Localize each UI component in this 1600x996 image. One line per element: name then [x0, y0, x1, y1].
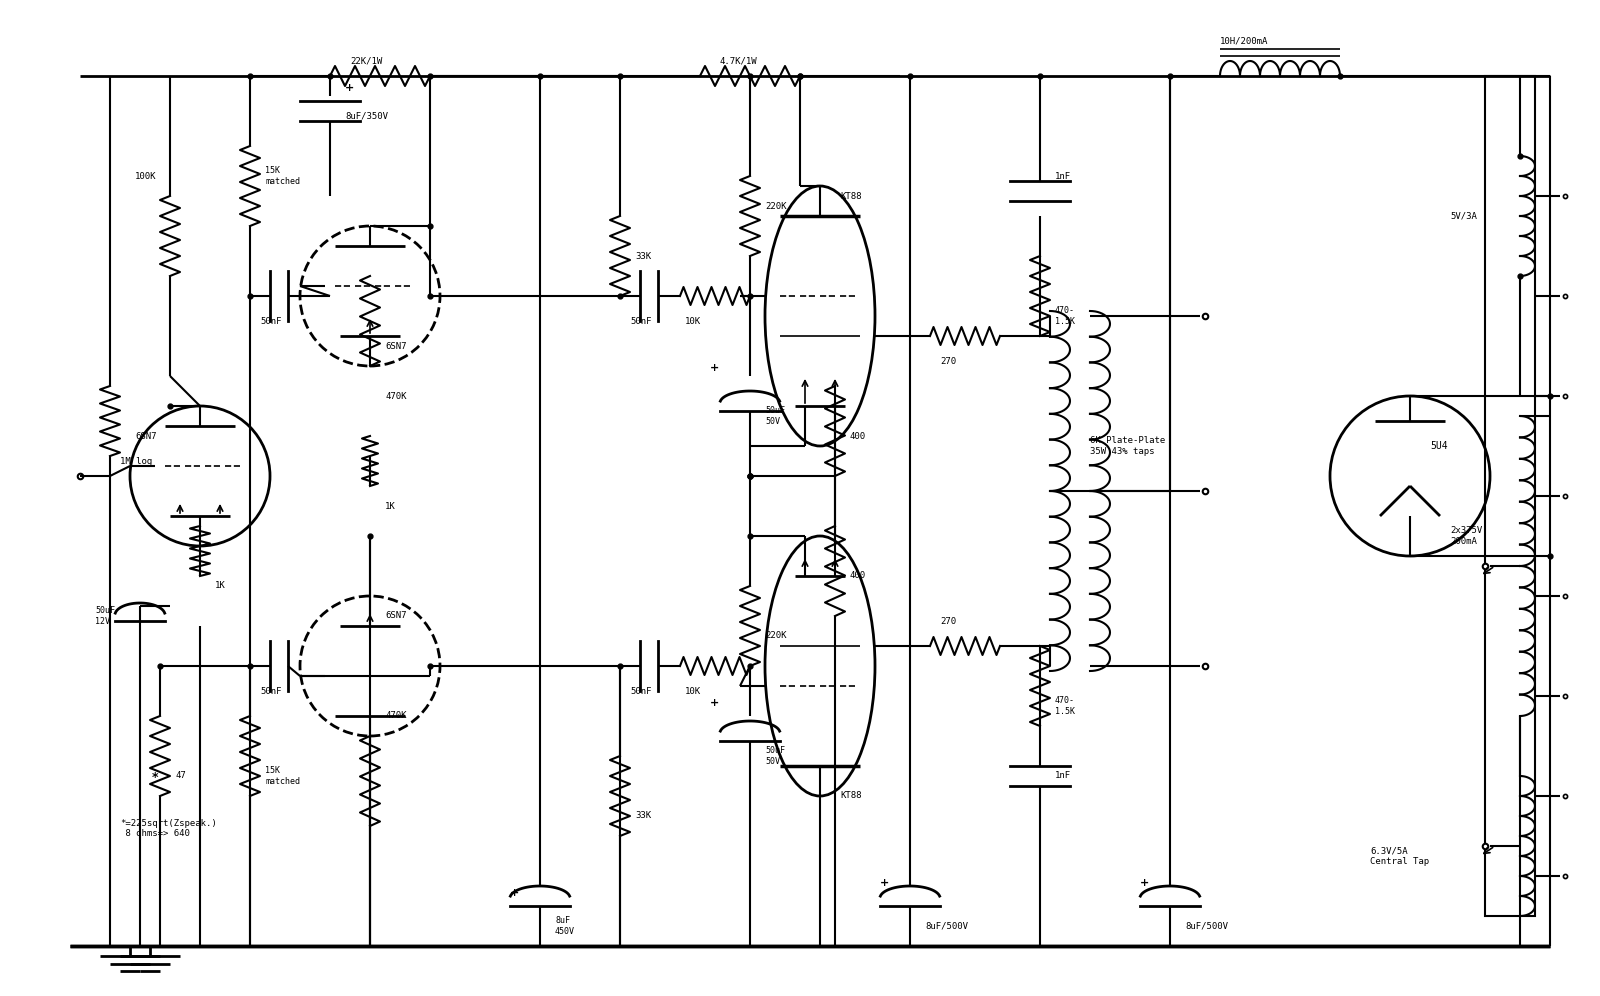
Text: *=225sqrt(Zspeak.)
 8 ohms=> 640: *=225sqrt(Zspeak.) 8 ohms=> 640 [120, 819, 216, 838]
Text: 10K: 10K [685, 686, 701, 695]
Text: 8uF/500V: 8uF/500V [925, 921, 968, 930]
Text: 470K: 470K [386, 711, 406, 720]
Text: 10H/200mA: 10H/200mA [1221, 37, 1269, 46]
Text: 470K: 470K [386, 391, 406, 400]
Text: 400: 400 [850, 431, 866, 440]
Text: 400: 400 [850, 572, 866, 581]
Text: KT88: KT88 [840, 792, 861, 801]
Text: 100K: 100K [134, 171, 157, 180]
Text: 220K: 220K [765, 201, 787, 210]
Text: 50nF: 50nF [259, 686, 282, 695]
Text: 470-
1.5K: 470- 1.5K [1054, 696, 1075, 716]
Text: 50nF: 50nF [630, 317, 651, 326]
Text: 15K
matched: 15K matched [266, 166, 301, 185]
Text: 6SN7: 6SN7 [386, 612, 406, 621]
Text: 1K: 1K [386, 502, 395, 511]
Text: 8uF/350V: 8uF/350V [346, 112, 387, 121]
Text: 1nF: 1nF [1054, 772, 1070, 781]
Text: +: + [710, 363, 720, 373]
Text: 33K: 33K [635, 252, 651, 261]
Text: 50uF
12V: 50uF 12V [94, 607, 115, 625]
Text: 47: 47 [174, 772, 186, 781]
Text: +: + [1139, 878, 1149, 888]
Text: 1K: 1K [214, 582, 226, 591]
Text: 5V/3A: 5V/3A [1450, 211, 1477, 220]
Text: 470-
1.5K: 470- 1.5K [1054, 307, 1075, 326]
Text: 50uF
50V: 50uF 50V [765, 406, 786, 425]
Text: +: + [346, 83, 354, 93]
Text: 22K/1W: 22K/1W [350, 57, 382, 66]
Text: 220K: 220K [765, 631, 787, 640]
Text: +: + [710, 698, 720, 708]
Text: 50uF
50V: 50uF 50V [765, 746, 786, 766]
Text: *: * [152, 771, 158, 784]
Text: 6SN7: 6SN7 [386, 342, 406, 351]
Text: 10K: 10K [685, 317, 701, 326]
Text: 1M log: 1M log [120, 456, 152, 465]
Text: 50nF: 50nF [259, 317, 282, 326]
Text: 33K: 33K [635, 812, 651, 821]
Text: 8uF/500V: 8uF/500V [1186, 921, 1229, 930]
Text: 8uF
450V: 8uF 450V [555, 916, 574, 935]
Text: 6SN7: 6SN7 [134, 431, 157, 440]
Text: +: + [880, 878, 890, 888]
Text: +: + [510, 888, 520, 898]
Text: 270: 270 [941, 617, 957, 625]
Text: 5U4: 5U4 [1430, 441, 1448, 451]
Text: 15K
matched: 15K matched [266, 766, 301, 786]
Text: 6K Plate-Plate
35W 43% taps: 6K Plate-Plate 35W 43% taps [1090, 436, 1165, 456]
Text: KT88: KT88 [840, 191, 861, 200]
Text: 2x375V
200mA: 2x375V 200mA [1450, 526, 1482, 546]
Text: 270: 270 [941, 357, 957, 366]
Text: 50nF: 50nF [630, 686, 651, 695]
Text: 4.7K/1W: 4.7K/1W [720, 57, 758, 66]
Text: 6.3V/5A
Central Tap: 6.3V/5A Central Tap [1370, 847, 1429, 866]
Text: 1nF: 1nF [1054, 171, 1070, 180]
